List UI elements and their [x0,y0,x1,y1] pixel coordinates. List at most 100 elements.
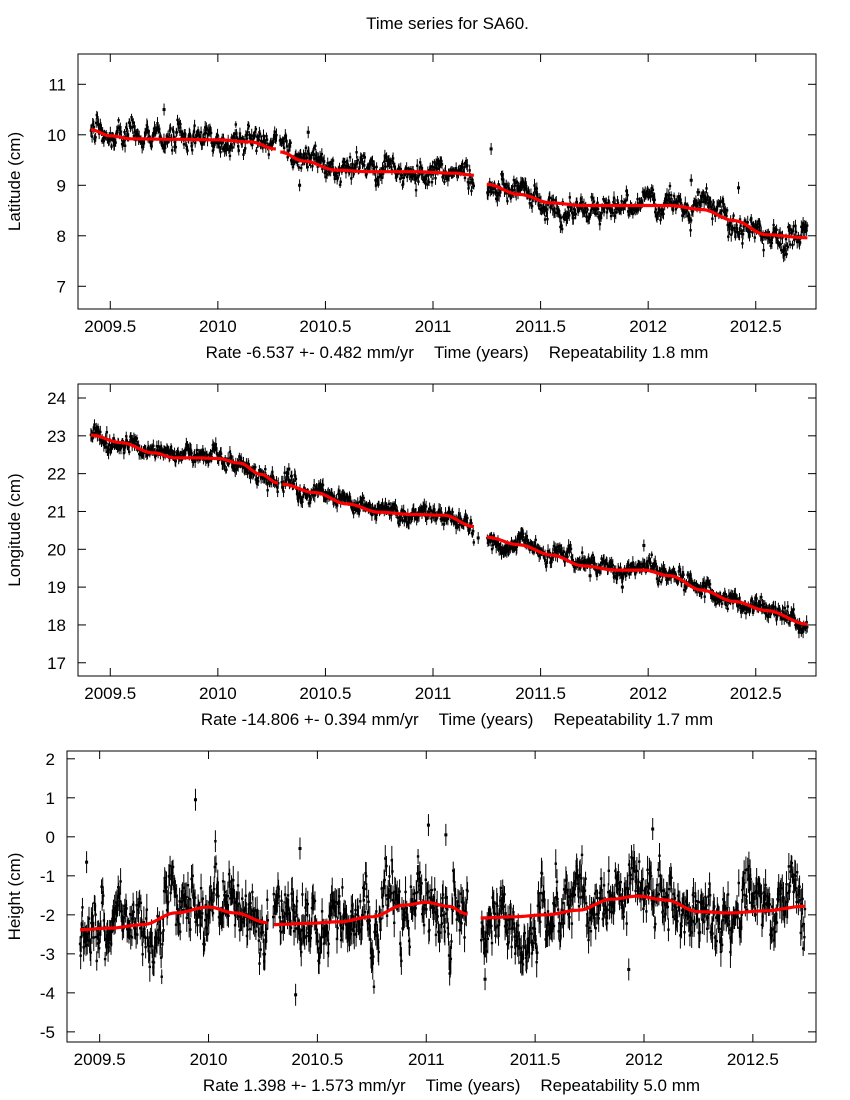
data-point [622,207,625,210]
data-point [597,568,600,571]
data-point [608,565,611,568]
data-point [331,162,334,166]
data-point [522,532,525,535]
data-point [133,442,136,446]
data-point [132,441,135,444]
data-point [786,245,789,249]
panel-height: 2009.5 2010 2010.5 2011 2011.5 2012 2012.5-5-4… [5,750,817,1095]
data-point [469,181,473,184]
data-point [232,135,235,138]
data-point [305,156,309,159]
data-point [209,453,212,456]
data-point [211,449,214,453]
data-point [492,191,495,194]
data-point [787,622,791,625]
data-point [228,154,232,158]
data-point [363,164,366,167]
data-point [418,509,421,513]
data-point [346,164,349,168]
data-point [465,520,468,523]
data-point [166,451,170,455]
data-point [141,454,144,457]
data-point [583,558,587,562]
data-point [384,503,387,506]
data-point [169,445,173,449]
data-point [649,561,652,564]
data-point [684,585,688,588]
data-point [557,549,560,553]
data-point [297,166,301,169]
data-point [95,430,99,433]
data-point [113,143,116,147]
data-point [757,220,760,223]
data-point [117,443,120,447]
data-point [560,224,563,227]
data-point [695,204,699,208]
data-point [493,539,496,542]
data-point [105,943,108,947]
data-point [783,246,786,249]
data-point [298,491,301,495]
data-point [689,578,693,581]
data-point [88,939,91,942]
data-point [355,151,358,154]
data-point [92,426,96,429]
data-point [727,235,730,238]
data-point [791,611,795,615]
data-point [359,500,362,503]
data-point [635,209,639,212]
data-point [333,177,336,181]
data-point [94,136,97,139]
data-point [732,226,736,230]
data-point [751,611,755,614]
data-point [712,201,715,204]
data-point [398,177,402,180]
data-point [92,123,95,127]
data-point [569,547,573,550]
data-point [704,196,707,199]
data-point [773,229,777,232]
data-point [412,508,415,512]
data-point [672,567,675,571]
data-point [150,139,154,143]
fit-curve-segment [280,150,474,177]
data-point [785,252,788,256]
data-point [179,454,183,458]
data-point [237,149,240,152]
data-point [780,248,783,252]
data-point [277,481,280,485]
data-point [421,511,424,514]
data-point [631,566,634,569]
data-point [228,147,231,150]
data-point [264,467,267,471]
data-point [109,942,113,945]
data-point [205,125,208,129]
data-point [182,136,185,139]
y-axis-label: Longitude (cm) [5,473,24,586]
data-point [429,509,433,512]
data-point [526,191,530,195]
data-point [417,180,420,183]
data-point [470,522,473,525]
data-point [624,199,627,202]
data-point [609,214,613,218]
data-point [616,573,619,577]
data-point [502,178,505,182]
data-point [557,208,560,211]
data-point [609,563,612,566]
data-points [89,419,809,639]
plot-frame [77,383,817,677]
data-point [599,214,602,218]
x-tick-label: 2009.5 [84,317,136,336]
data-point [682,211,686,215]
data-point [702,581,706,585]
data-point [511,188,514,192]
data-point [131,125,134,129]
data-point [672,194,676,198]
data-point [97,933,100,936]
data-point [372,163,375,167]
data-point [499,547,502,550]
data-point [767,615,770,619]
data-point [530,544,533,547]
data-point [663,568,666,571]
